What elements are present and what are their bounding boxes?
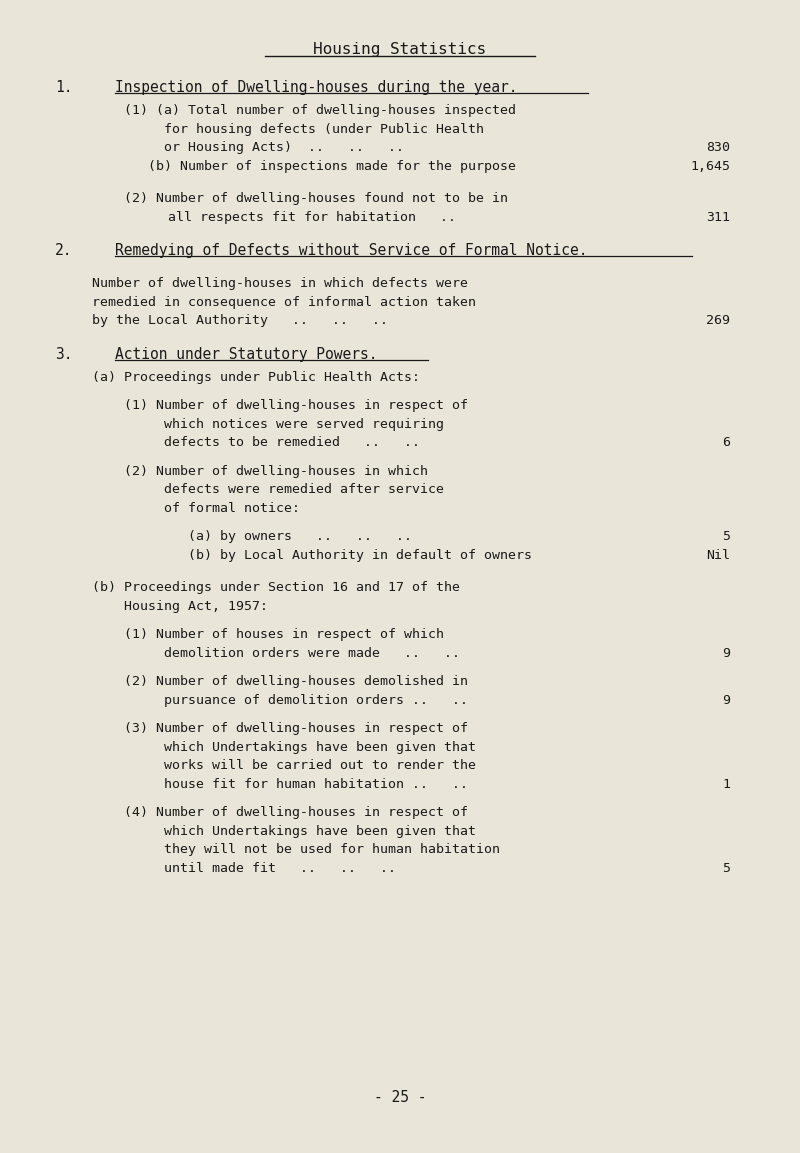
Text: (a) Proceedings under Public Health Acts:: (a) Proceedings under Public Health Acts… [92, 370, 420, 384]
Text: until made fit   ..   ..   ..: until made fit .. .. .. [164, 861, 396, 875]
Text: Nil: Nil [706, 549, 730, 562]
Text: they will not be used for human habitation: they will not be used for human habitati… [164, 843, 500, 857]
Text: Housing Act, 1957:: Housing Act, 1957: [124, 600, 268, 612]
Text: (b) Proceedings under Section 16 and 17 of the: (b) Proceedings under Section 16 and 17 … [92, 581, 460, 594]
Text: for housing defects (under Public Health: for housing defects (under Public Health [164, 122, 484, 136]
Text: pursuance of demolition orders ..   ..: pursuance of demolition orders .. .. [164, 694, 468, 707]
Text: house fit for human habitation ..   ..: house fit for human habitation .. .. [164, 777, 468, 791]
Text: (3) Number of dwelling-houses in respect of: (3) Number of dwelling-houses in respect… [124, 722, 468, 736]
Text: which notices were served requiring: which notices were served requiring [164, 417, 444, 431]
Text: Number of dwelling-houses in which defects were: Number of dwelling-houses in which defec… [92, 277, 468, 291]
Text: of formal notice:: of formal notice: [164, 502, 300, 514]
Text: works will be carried out to render the: works will be carried out to render the [164, 759, 476, 773]
Text: (1) Number of houses in respect of which: (1) Number of houses in respect of which [124, 628, 444, 641]
Text: or Housing Acts)  ..   ..   ..: or Housing Acts) .. .. .. [164, 141, 404, 155]
Text: (2) Number of dwelling-houses demolished in: (2) Number of dwelling-houses demolished… [124, 676, 468, 688]
Text: Housing Statistics: Housing Statistics [314, 42, 486, 56]
Text: 1: 1 [722, 777, 730, 791]
Text: 3.: 3. [55, 347, 73, 362]
Text: 5: 5 [722, 861, 730, 875]
Text: (b) by Local Authority in default of owners: (b) by Local Authority in default of own… [188, 549, 532, 562]
Text: defects to be remedied   ..   ..: defects to be remedied .. .. [164, 436, 420, 450]
Text: all respects fit for habitation   ..: all respects fit for habitation .. [168, 211, 456, 224]
Text: 5: 5 [722, 530, 730, 543]
Text: demolition orders were made   ..   ..: demolition orders were made .. .. [164, 647, 460, 660]
Text: remedied in consequence of informal action taken: remedied in consequence of informal acti… [92, 295, 476, 309]
Text: which Undertakings have been given that: which Undertakings have been given that [164, 824, 476, 837]
Text: (2) Number of dwelling-houses found not to be in: (2) Number of dwelling-houses found not … [124, 193, 508, 205]
Text: 9: 9 [722, 647, 730, 660]
Text: which Undertakings have been given that: which Undertakings have been given that [164, 740, 476, 754]
Text: (a) by owners   ..   ..   ..: (a) by owners .. .. .. [188, 530, 412, 543]
Text: - 25 -: - 25 - [374, 1090, 426, 1105]
Text: (1) (a) Total number of dwelling-houses inspected: (1) (a) Total number of dwelling-houses … [124, 104, 516, 118]
Text: 1.: 1. [55, 80, 73, 95]
Text: 830: 830 [706, 141, 730, 155]
Text: 2.: 2. [55, 243, 73, 258]
Text: defects were remedied after service: defects were remedied after service [164, 483, 444, 496]
Text: (1) Number of dwelling-houses in respect of: (1) Number of dwelling-houses in respect… [124, 399, 468, 412]
Text: Remedying of Defects without Service of Formal Notice.: Remedying of Defects without Service of … [115, 243, 587, 258]
Text: 311: 311 [706, 211, 730, 224]
Text: 1,645: 1,645 [690, 159, 730, 173]
Text: Action under Statutory Powers.: Action under Statutory Powers. [115, 347, 378, 362]
Text: 6: 6 [722, 436, 730, 450]
Text: Inspection of Dwelling-houses during the year.: Inspection of Dwelling-houses during the… [115, 80, 518, 95]
Text: (4) Number of dwelling-houses in respect of: (4) Number of dwelling-houses in respect… [124, 806, 468, 819]
Text: (b) Number of inspections made for the purpose: (b) Number of inspections made for the p… [148, 159, 516, 173]
Text: by the Local Authority   ..   ..   ..: by the Local Authority .. .. .. [92, 314, 388, 327]
Text: 269: 269 [706, 314, 730, 327]
Text: (2) Number of dwelling-houses in which: (2) Number of dwelling-houses in which [124, 465, 428, 477]
Text: 9: 9 [722, 694, 730, 707]
